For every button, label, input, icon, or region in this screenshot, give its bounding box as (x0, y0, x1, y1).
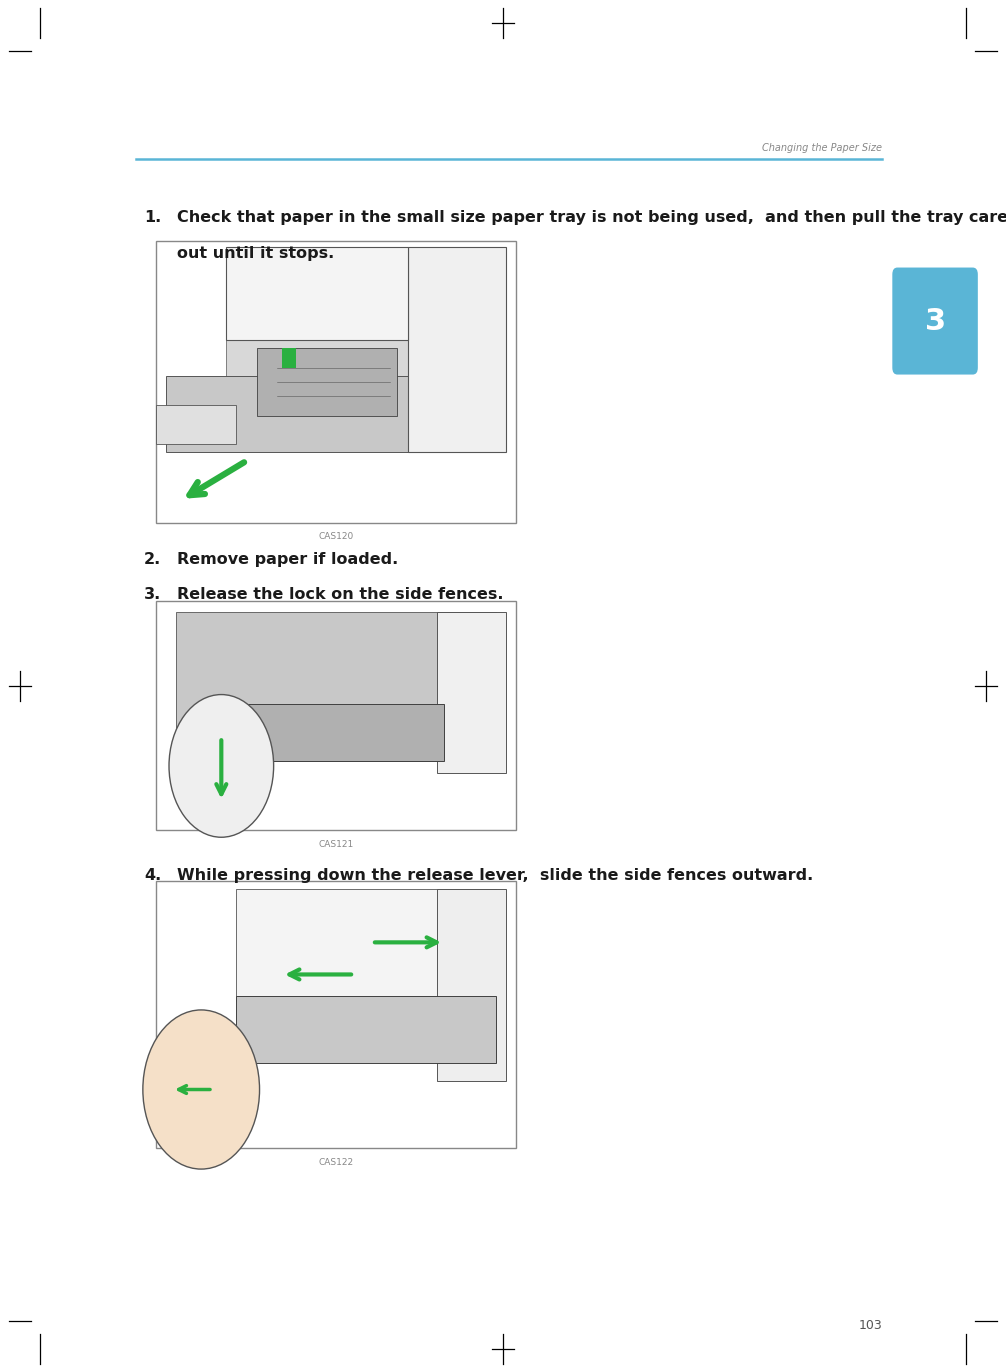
Polygon shape (206, 704, 444, 761)
Text: 3.: 3. (144, 587, 161, 602)
Polygon shape (437, 889, 506, 1081)
Polygon shape (226, 247, 408, 340)
Text: CAS121: CAS121 (318, 840, 354, 849)
Text: out until it stops.: out until it stops. (177, 246, 334, 261)
Text: 3: 3 (925, 306, 946, 336)
Bar (282, 348, 297, 368)
Bar (156, 881, 516, 1148)
Bar (156, 601, 516, 830)
Text: Release the lock on the side fences.: Release the lock on the side fences. (177, 587, 504, 602)
Text: 103: 103 (858, 1318, 882, 1332)
Circle shape (143, 1010, 260, 1169)
Polygon shape (156, 405, 236, 445)
Bar (156, 241, 516, 523)
Text: Changing the Paper Size: Changing the Paper Size (763, 143, 882, 154)
Text: CAS122: CAS122 (319, 1158, 353, 1168)
Text: CAS120: CAS120 (318, 532, 354, 542)
Text: Remove paper if loaded.: Remove paper if loaded. (177, 552, 398, 567)
Polygon shape (236, 889, 496, 1002)
Text: Check that paper in the small size paper tray is not being used,  and then pull : Check that paper in the small size paper… (177, 210, 1006, 225)
Polygon shape (226, 263, 476, 416)
Polygon shape (176, 612, 496, 761)
Text: 4.: 4. (144, 868, 161, 884)
Polygon shape (408, 247, 506, 453)
Polygon shape (257, 348, 397, 416)
Circle shape (169, 694, 274, 837)
Text: 1.: 1. (144, 210, 161, 225)
Polygon shape (236, 996, 496, 1063)
Polygon shape (437, 612, 506, 772)
Polygon shape (166, 376, 426, 453)
Text: While pressing down the release lever,  slide the side fences outward.: While pressing down the release lever, s… (177, 868, 813, 884)
Text: 2.: 2. (144, 552, 161, 567)
FancyBboxPatch shape (892, 268, 978, 375)
